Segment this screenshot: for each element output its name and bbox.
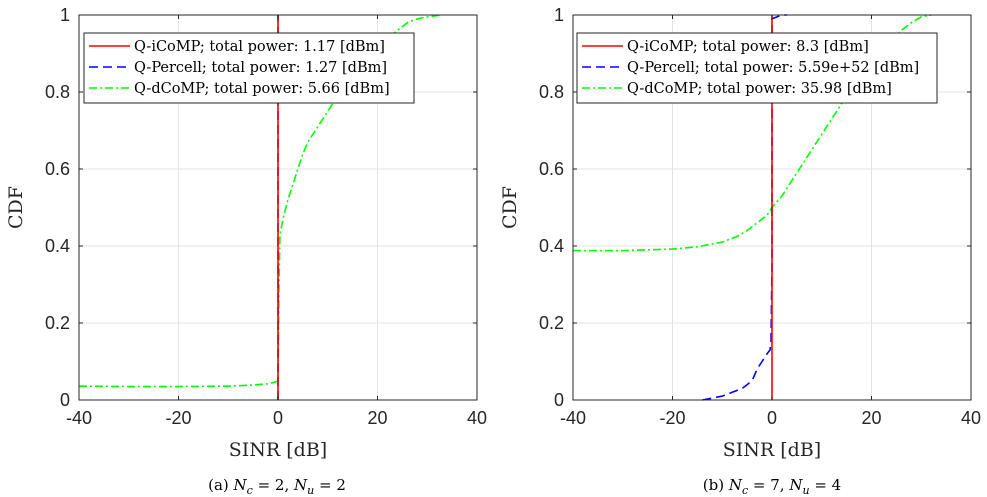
legend-entry-0: Q-iCoMP; total power: 1.17 [dBm] — [134, 39, 385, 55]
y-tick-label: 1 — [60, 5, 70, 25]
y-tick-label: 0.2 — [45, 313, 70, 333]
x-tick-label: 40 — [961, 408, 981, 428]
y-tick-label: 0.4 — [539, 236, 564, 256]
y-axis-label: CDF — [5, 186, 27, 229]
x-tick-label: 20 — [367, 408, 387, 428]
legend: Q-iCoMP; total power: 8.3 [dBm] Q-Percell… — [576, 32, 938, 104]
y-tick-label: 0 — [554, 390, 564, 410]
x-tick-label: -20 — [659, 408, 685, 428]
x-axis-label: SINR [dB] — [723, 439, 821, 461]
legend: Q-iCoMP; total power: 1.17 [dBm] Q-Percel… — [83, 32, 415, 104]
legend-entry-1: Q-Percell; total power: 5.59e+52 [dBm] — [627, 60, 919, 76]
chart-caption: (a) Nc = 2, Nu = 2 — [208, 476, 346, 497]
x-tick-label: 0 — [273, 408, 283, 428]
series-line-1 — [702, 14, 787, 401]
legend-entry-0: Q-iCoMP; total power: 8.3 [dBm] — [627, 39, 869, 55]
x-tick-label: 0 — [767, 408, 777, 428]
y-tick-label: 0.6 — [45, 159, 70, 179]
y-tick-label: 0.2 — [539, 313, 564, 333]
chart-a: -40 -20 0 20 40 0 0.2 0.4 0.6 0.8 1 SINR [dB] CDF Q-i… — [5, 5, 487, 497]
legend-box — [576, 32, 938, 104]
y-tick-label: 0.8 — [539, 82, 564, 102]
y-tick-label: 0.8 — [45, 82, 70, 102]
chart-caption: (b) Nc = 7, Nu = 4 — [703, 476, 841, 497]
legend-box — [83, 32, 415, 104]
x-tick-label: -20 — [165, 408, 191, 428]
y-axis-label: CDF — [499, 186, 521, 229]
x-tick-label: -40 — [560, 408, 586, 428]
legend-entry-1: Q-Percell; total power: 1.27 [dBm] — [134, 60, 387, 76]
legend-entry-2: Q-dCoMP; total power: 5.66 [dBm] — [134, 81, 390, 97]
chart-b: -40 -20 0 20 40 0 0.2 0.4 0.6 0.8 1 SINR [dB] CDF Q-i… — [499, 5, 981, 497]
x-tick-label: 40 — [467, 408, 487, 428]
x-axis-label: SINR [dB] — [229, 439, 327, 461]
legend-entry-2: Q-dCoMP; total power: 35.98 [dBm] — [627, 81, 892, 97]
x-tick-label: 20 — [861, 408, 881, 428]
x-tick-label: -40 — [66, 408, 92, 428]
y-tick-label: 0 — [60, 390, 70, 410]
y-tick-label: 1 — [554, 5, 564, 25]
y-tick-label: 0.6 — [539, 159, 564, 179]
y-tick-label: 0.4 — [45, 236, 70, 256]
